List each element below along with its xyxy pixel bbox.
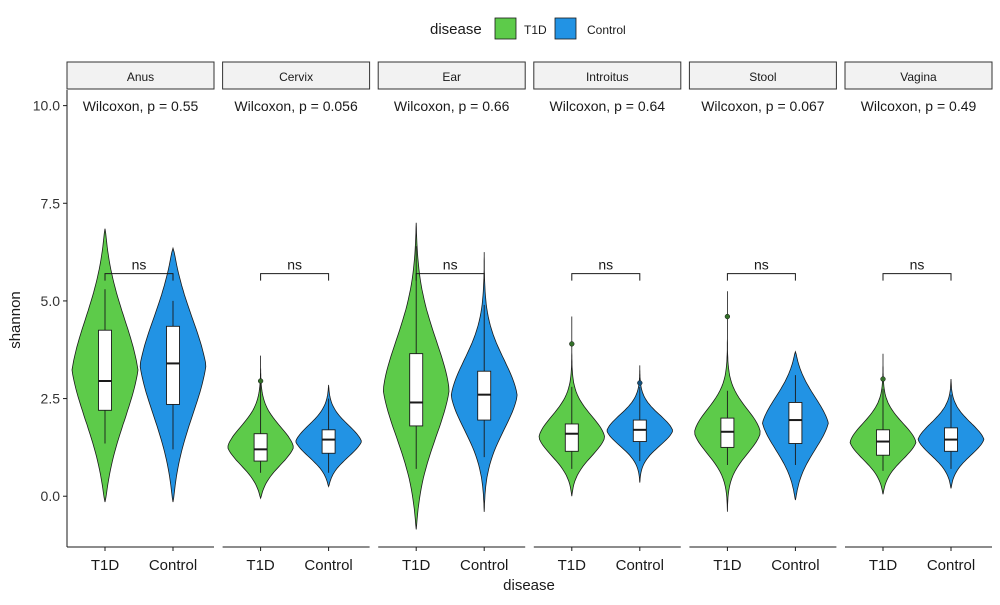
x-tick-label: Control (616, 557, 664, 574)
violin-group-t1d: T1D (382, 222, 450, 574)
facet-panel-introitus: Introitus Wilcoxon, p = 0.64 T1D Control ns (533, 61, 682, 574)
facet-panel-anus: Anus Wilcoxon, p = 0.55 T1D Control ns (66, 61, 215, 574)
x-tick-label: T1D (713, 557, 742, 574)
outlier-point (569, 341, 575, 347)
violin-group-control: Control (295, 384, 362, 574)
significance-bracket (104, 273, 174, 281)
facet-strip-label: Ear (442, 70, 461, 84)
y-axis-title: shannon (7, 291, 24, 349)
significance-label: ns (443, 257, 458, 273)
outlier-point (880, 376, 886, 382)
facet-strip (66, 61, 215, 90)
facet-strip (533, 61, 682, 90)
significance-label: ns (754, 257, 769, 273)
significance-label: ns (287, 257, 302, 273)
outlier-point (257, 378, 264, 384)
significance-bracket (882, 273, 952, 281)
pvalue-label: Wilcoxon, p = 0.64 (550, 98, 666, 114)
x-tick-label: Control (149, 557, 197, 574)
violin-group-control: Control (606, 365, 673, 574)
facet-panel-cervix: Cervix Wilcoxon, p = 0.056 T1D Control ns (222, 61, 371, 574)
pvalue-label: Wilcoxon, p = 0.49 (861, 98, 977, 114)
facet-panel-vagina: Vagina Wilcoxon, p = 0.49 T1D Control ns (844, 61, 993, 574)
violin-group-control: Control (917, 378, 985, 574)
pvalue-label: Wilcoxon, p = 0.66 (394, 98, 510, 114)
significance-bracket (415, 273, 485, 281)
legend-label-t1d: T1D (524, 23, 547, 37)
x-tick-label: Control (771, 557, 819, 574)
y-tick-label: 7.5 (41, 195, 61, 211)
legend-label-control: Control (587, 23, 626, 37)
x-tick-label: Control (927, 557, 975, 574)
facet-strip (688, 61, 837, 90)
legend: disease T1D Control (430, 17, 626, 40)
x-tick-label: T1D (558, 557, 587, 574)
facet-strip-label: Cervix (279, 70, 313, 84)
x-tick-label: T1D (869, 557, 898, 574)
violin-group-t1d: T1D (694, 291, 761, 574)
x-tick-label: Control (460, 557, 508, 574)
violin-group-t1d: T1D (849, 353, 917, 574)
violin-group-t1d: T1D (538, 316, 605, 574)
violin-group-control: Control (450, 252, 518, 574)
significance-bracket (260, 273, 330, 281)
facet-panel-ear: Ear Wilcoxon, p = 0.66 T1D Control ns (377, 61, 526, 574)
pvalue-label: Wilcoxon, p = 0.55 (83, 98, 199, 114)
pvalue-label: Wilcoxon, p = 0.067 (701, 98, 825, 114)
facet-strip-label: Vagina (900, 70, 937, 84)
pvalue-label: Wilcoxon, p = 0.056 (234, 98, 358, 114)
outlier-point (637, 380, 643, 386)
legend-swatch-t1d (494, 17, 517, 40)
significance-bracket (571, 273, 641, 281)
x-tick-label: T1D (91, 557, 120, 574)
y-axis: 0.0 2.5 5.0 7.5 10.0 (33, 90, 68, 547)
violin-group-t1d: T1D (227, 355, 294, 574)
y-tick-label: 2.5 (41, 391, 61, 407)
x-axis-title: disease (503, 577, 555, 594)
significance-label: ns (910, 257, 925, 273)
facet-strip-label: Stool (749, 70, 776, 84)
facet-panel-stool: Stool Wilcoxon, p = 0.067 T1D Control ns (688, 61, 837, 574)
facet-strip-label: Introitus (586, 70, 629, 84)
x-tick-label: Control (304, 557, 352, 574)
y-tick-label: 10.0 (33, 98, 60, 114)
box-iqr (564, 423, 579, 452)
box-iqr (253, 433, 268, 462)
box-iqr (98, 329, 112, 411)
facet-strip (377, 61, 526, 90)
legend-title: disease (430, 21, 482, 38)
facet-strip (222, 61, 371, 90)
x-tick-label: T1D (402, 557, 431, 574)
significance-label: ns (132, 257, 147, 273)
legend-swatch-control (554, 17, 577, 40)
facet-strip-label: Anus (127, 70, 154, 84)
violin-group-t1d: T1D (71, 228, 139, 574)
box-iqr (321, 429, 336, 454)
x-tick-label: T1D (246, 557, 275, 574)
y-tick-label: 5.0 (41, 293, 61, 309)
box-iqr (409, 353, 424, 427)
box-iqr (788, 402, 803, 444)
outlier-point (724, 313, 731, 320)
significance-bracket (726, 273, 796, 281)
violin-group-control: Control (762, 350, 829, 574)
box-iqr (166, 325, 180, 405)
violin-group-control: Control (139, 246, 207, 574)
y-tick-label: 0.0 (41, 488, 61, 504)
significance-label: ns (598, 257, 613, 273)
facet-strip (844, 61, 993, 90)
